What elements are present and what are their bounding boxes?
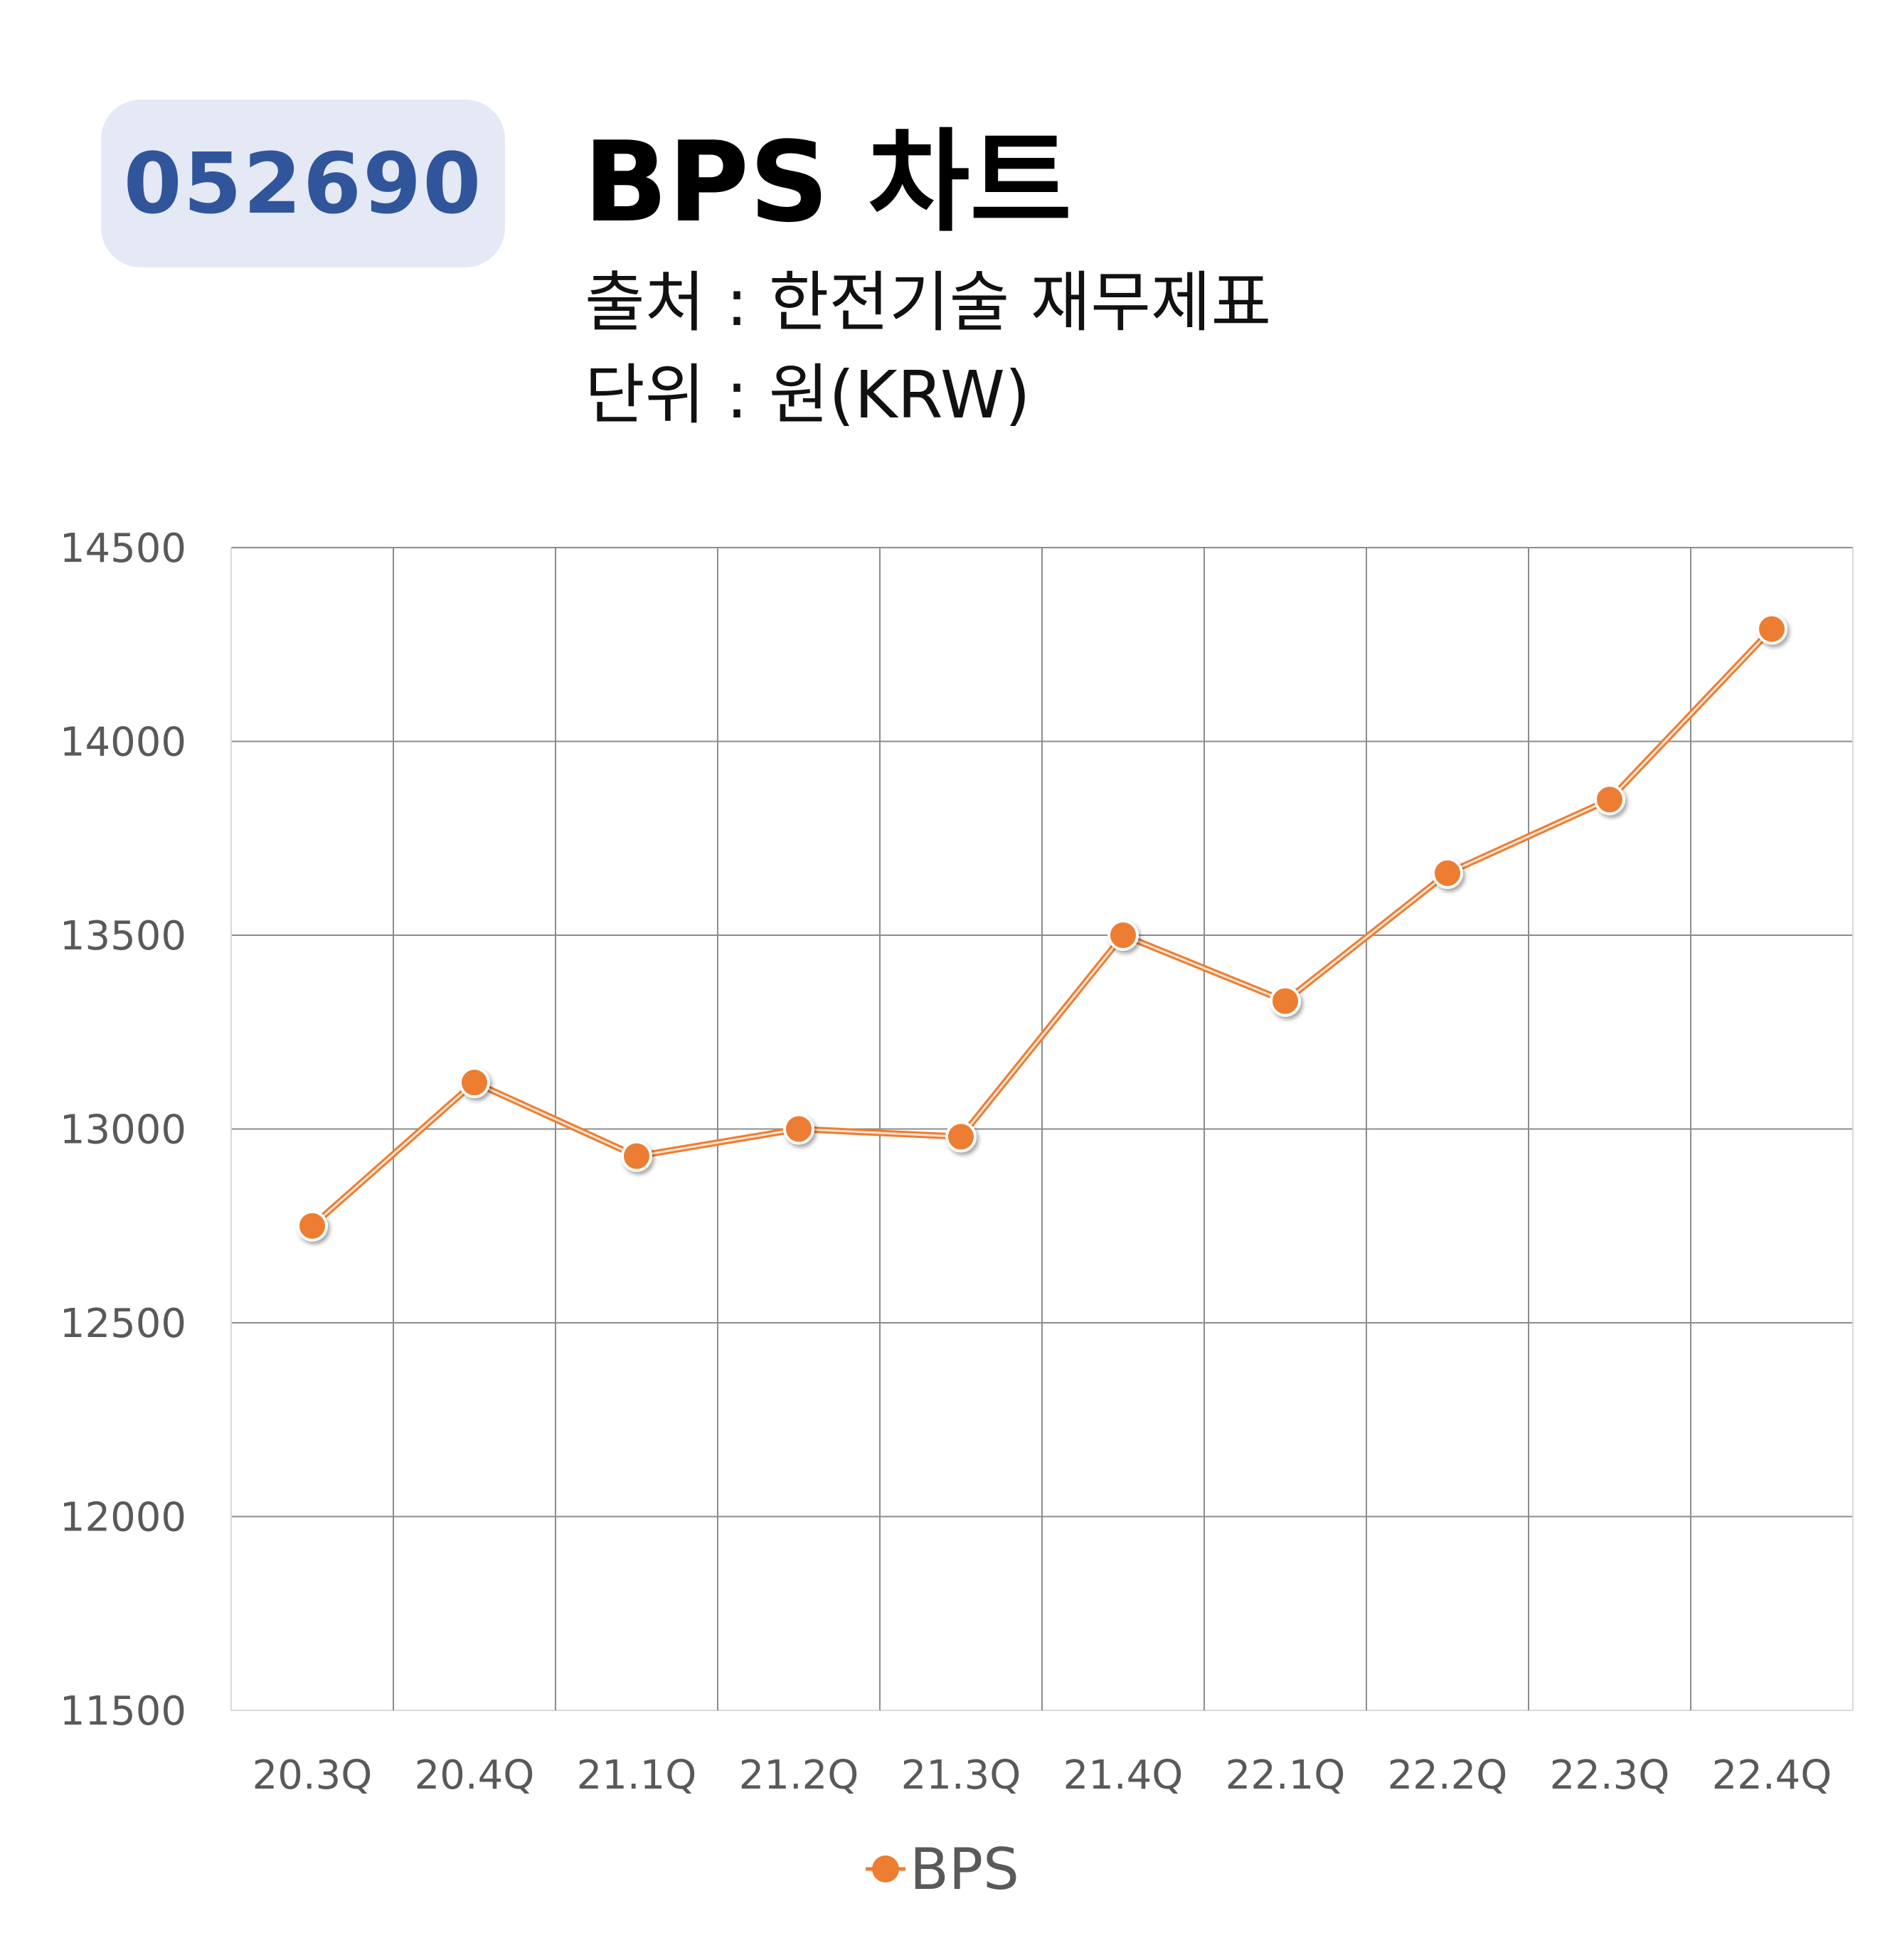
y-axis-labels: 11500 12000 12500 13000 13500 14000 14500	[60, 526, 186, 1735]
data-point	[945, 1121, 977, 1153]
data-point	[621, 1140, 652, 1172]
data-point	[1594, 784, 1625, 816]
legend: BPS	[866, 1836, 1019, 1902]
stock-code-badge: 052690	[101, 100, 505, 267]
x-tick-label: 22.1Q	[1226, 1752, 1346, 1799]
legend-marker	[872, 1855, 899, 1882]
chart-source: 출처 : 한전기술 재무제표	[585, 265, 1272, 341]
series-line-inner	[312, 628, 1773, 1227]
y-tick-label: 13500	[60, 913, 186, 959]
y-tick-label: 12500	[60, 1301, 186, 1347]
data-point	[1756, 613, 1787, 645]
data-point	[1432, 857, 1463, 889]
x-axis-labels: 20.3Q 20.4Q 21.1Q 21.2Q 21.3Q 21.4Q 22.1Q 22.2Q…	[253, 1752, 1832, 1799]
x-tick-label: 21.4Q	[1063, 1752, 1184, 1799]
grid-lines	[230, 547, 1854, 1711]
chart-title: BPS 차트	[583, 117, 1072, 247]
y-tick-label: 14000	[60, 720, 186, 766]
x-tick-label: 21.2Q	[739, 1752, 859, 1799]
data-point	[297, 1210, 328, 1242]
x-tick-label: 21.1Q	[577, 1752, 697, 1799]
data-point	[783, 1113, 814, 1145]
series-bps	[297, 613, 1787, 1242]
y-tick-label: 11500	[60, 1688, 186, 1735]
data-point	[1270, 985, 1301, 1017]
x-tick-label: 20.3Q	[253, 1752, 373, 1799]
x-tick-label: 22.2Q	[1388, 1752, 1508, 1799]
legend-label: BPS	[910, 1836, 1019, 1902]
y-tick-label: 13000	[60, 1107, 186, 1154]
stock-code: 052690	[123, 134, 483, 233]
data-point	[1107, 920, 1139, 951]
data-point	[459, 1067, 490, 1099]
x-tick-label: 21.3Q	[901, 1752, 1021, 1799]
y-tick-label: 12000	[60, 1495, 186, 1541]
x-tick-label: 20.4Q	[415, 1752, 535, 1799]
x-tick-label: 22.3Q	[1550, 1752, 1670, 1799]
x-tick-label: 22.4Q	[1712, 1752, 1832, 1799]
chart-unit: 단위 : 원(KRW)	[585, 357, 1031, 433]
y-tick-label: 14500	[60, 526, 186, 572]
